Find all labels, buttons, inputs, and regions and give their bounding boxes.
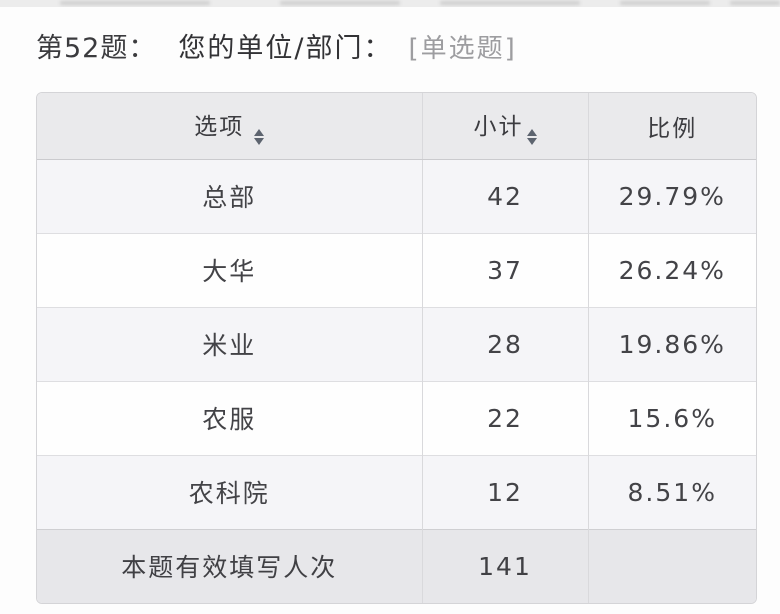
column-header-ratio: 比例 — [587, 93, 756, 160]
question-title: 您的单位/部门： — [178, 33, 393, 64]
count-cell: 42 — [421, 159, 588, 233]
table-footer-row: 本题有效填写人次 141 — [37, 528, 756, 603]
sort-up-icon — [526, 128, 537, 136]
option-cell: 农科院 — [37, 454, 422, 529]
count-cell: 12 — [421, 454, 588, 529]
results-table-container: 选项 小计 比例 总部 42 29.79% 大华 — [36, 92, 757, 604]
footer-label-cell: 本题有效填写人次 — [37, 528, 422, 603]
results-table: 选项 小计 比例 总部 42 29.79% 大华 — [37, 93, 756, 603]
table-row: 米业 28 19.86% — [37, 306, 756, 381]
column-header-ratio-label: 比例 — [647, 115, 698, 142]
ratio-cell: 19.86% — [587, 306, 756, 381]
ratio-cell: 29.79% — [587, 159, 756, 233]
question-title-row: 第52题： 您的单位/部门： [单选题] — [36, 26, 517, 65]
top-edge-smudge — [60, 1, 210, 5]
top-edge-smudge — [730, 1, 780, 5]
column-header-option-label: 选项 — [194, 113, 245, 140]
ratio-cell: 15.6% — [587, 380, 756, 455]
footer-ratio-cell — [587, 528, 756, 603]
sort-down-icon — [254, 137, 265, 145]
sort-up-icon — [254, 128, 265, 136]
top-edge-smudge — [440, 1, 580, 5]
top-edge-strip — [0, 0, 780, 7]
count-cell: 28 — [421, 306, 588, 381]
option-cell: 米业 — [37, 306, 422, 381]
question-number: 第52题： — [36, 33, 157, 64]
option-cell: 大华 — [37, 232, 422, 307]
question-type-badge: [单选题] — [408, 34, 517, 64]
ratio-cell: 8.51% — [587, 454, 756, 529]
ratio-cell: 26.24% — [587, 232, 756, 307]
table-row: 农服 22 15.6% — [37, 380, 756, 455]
table-header-row: 选项 小计 比例 — [37, 93, 756, 160]
sort-down-icon — [526, 137, 537, 145]
top-edge-smudge — [280, 1, 400, 5]
table-row: 农科院 12 8.51% — [37, 454, 756, 529]
option-cell: 总部 — [37, 159, 422, 233]
count-cell: 22 — [421, 380, 588, 455]
footer-count-cell: 141 — [421, 528, 588, 603]
column-header-count[interactable]: 小计 — [421, 93, 588, 160]
column-header-option[interactable]: 选项 — [37, 93, 422, 160]
sort-arrows-icon[interactable] — [254, 128, 265, 145]
top-edge-smudge — [620, 1, 710, 5]
column-header-count-label: 小计 — [473, 113, 524, 140]
table-row: 总部 42 29.79% — [37, 159, 756, 233]
option-cell: 农服 — [37, 380, 422, 455]
sort-arrows-icon[interactable] — [526, 128, 537, 145]
count-cell: 37 — [421, 232, 588, 307]
table-row: 大华 37 26.24% — [37, 232, 756, 307]
